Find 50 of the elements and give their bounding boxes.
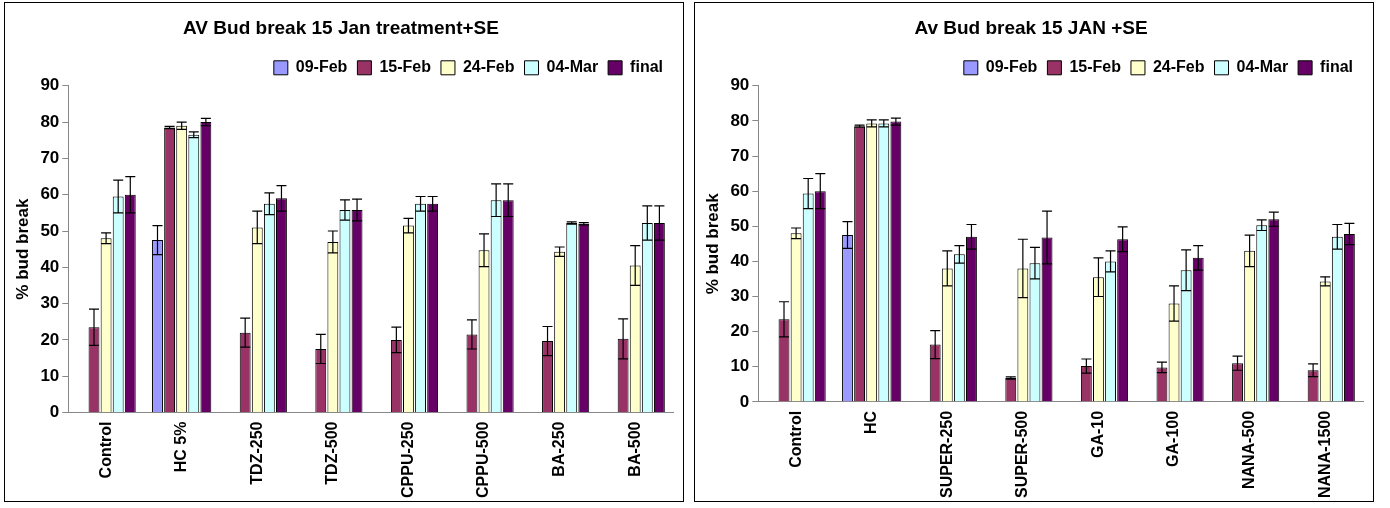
y-tick-label: 50	[40, 220, 60, 240]
legend-label: 04-Mar	[546, 58, 599, 76]
chart-title: Av Bud break 15 JAN +SE	[914, 16, 1148, 38]
y-tick-label: 20	[40, 329, 60, 349]
y-tick-label: 80	[40, 111, 60, 131]
legend-label: 24-Feb	[462, 58, 515, 76]
y-tick-label: 80	[730, 110, 750, 130]
y-tick-label: 40	[40, 257, 60, 276]
x-tick-label: TDZ-250	[247, 421, 265, 485]
x-tick-label: HC	[862, 410, 880, 434]
chart-title: AV Bud break 15 Jan treatment+SE	[183, 16, 499, 38]
y-tick-label: 70	[40, 148, 60, 168]
y-axis-title: % bud break	[702, 192, 722, 295]
y-tick-label: 30	[730, 286, 750, 306]
y-tick-label: 60	[40, 184, 60, 204]
x-tick-label: TDZ-500	[323, 421, 341, 485]
y-tick-label: 60	[730, 180, 750, 200]
legend-label: 24-Feb	[1152, 58, 1205, 76]
legend-label: 15-Feb	[1069, 58, 1122, 76]
x-tick-label: HC 5%	[172, 421, 190, 473]
x-tick-label: NANA-1500	[1315, 410, 1333, 498]
y-tick-label: 50	[730, 215, 750, 235]
x-tick-label: SUPER-500	[1013, 410, 1031, 499]
x-tick-label: CPPU-500	[474, 421, 492, 499]
y-tick-label: 10	[730, 356, 750, 376]
y-tick-label: 40	[730, 251, 750, 271]
x-tick-label: BA-250	[550, 421, 568, 477]
legend-label: final	[630, 58, 663, 76]
y-tick-label: 90	[730, 75, 750, 95]
legend-label: 15-Feb	[379, 58, 432, 76]
x-tick-label: GA-100	[1164, 410, 1182, 467]
y-tick-label: 0	[739, 391, 750, 411]
y-tick-label: 0	[49, 402, 60, 422]
x-tick-label: CPPU-250	[398, 421, 416, 499]
x-tick-label: BA-500	[625, 421, 643, 477]
x-tick-label: NANA-500	[1240, 410, 1258, 490]
y-tick-label: 30	[40, 293, 60, 313]
legend-label: 04-Mar	[1236, 58, 1289, 76]
y-tick-label: 20	[730, 321, 750, 341]
x-tick-label: GA-10	[1088, 410, 1106, 458]
y-axis-title: % bud break	[12, 198, 32, 300]
legend-label: final	[1320, 58, 1353, 76]
x-tick-label: SUPER-250	[937, 410, 955, 499]
y-tick-label: 90	[40, 75, 60, 95]
x-tick-label: Control	[786, 410, 804, 468]
y-tick-label: 70	[730, 145, 750, 165]
y-tick-label: 10	[40, 365, 60, 385]
x-tick-label: Control	[96, 421, 114, 479]
legend-label: 09-Feb	[985, 58, 1038, 76]
legend-label: 09-Feb	[295, 58, 348, 76]
